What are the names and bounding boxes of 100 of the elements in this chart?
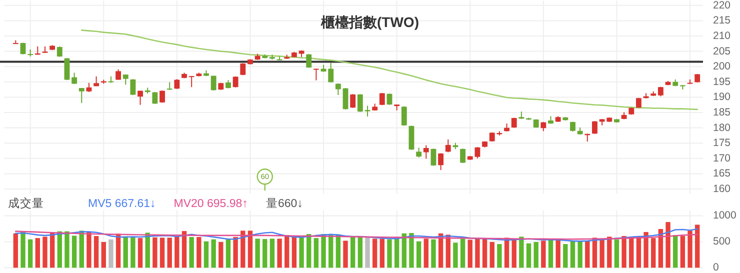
bar	[365, 236, 370, 268]
bar	[570, 241, 576, 268]
y-tick-label: 220	[713, 0, 731, 12]
bar	[233, 237, 238, 268]
candlestick	[416, 147, 422, 158]
bar	[306, 234, 312, 268]
bar	[578, 241, 582, 268]
y-tick-label: 1000	[713, 210, 737, 222]
bar	[255, 238, 260, 268]
candlestick	[64, 58, 70, 81]
bar	[556, 240, 560, 268]
candlestick	[276, 56, 282, 60]
bar	[108, 239, 114, 268]
chart-title: 成交量	[8, 196, 44, 210]
bar	[468, 240, 472, 268]
bar	[314, 238, 319, 268]
bar	[204, 241, 209, 268]
y-tick-label: 175	[713, 137, 731, 150]
series-label: MV5 667.61↓	[88, 198, 156, 210]
bar	[424, 238, 428, 268]
bar	[680, 236, 686, 268]
bar	[64, 231, 70, 268]
bar	[358, 236, 363, 268]
bar	[614, 239, 620, 268]
bar	[248, 230, 253, 268]
candlestick	[350, 94, 356, 108]
bar	[196, 237, 202, 268]
bar	[94, 236, 99, 268]
bar	[497, 244, 502, 268]
bar	[262, 239, 268, 268]
candlestick	[592, 120, 598, 134]
bar	[101, 242, 106, 268]
y-tick-label: 195	[713, 76, 731, 88]
bar	[218, 242, 224, 268]
bar	[460, 238, 466, 268]
bar	[519, 236, 524, 268]
text: 量660↓	[266, 197, 303, 210]
bar	[387, 239, 392, 268]
candlestick	[306, 54, 312, 68]
y-tick-label: 165	[713, 168, 731, 180]
bar	[174, 236, 180, 268]
y-tick-label: 0	[713, 262, 719, 273]
candlestick	[72, 72, 78, 85]
bar	[644, 232, 648, 268]
y-tick-label: 170	[713, 152, 731, 164]
bar	[475, 238, 480, 268]
candlestick	[460, 148, 466, 164]
bar	[226, 239, 231, 268]
bar	[694, 224, 700, 268]
bar	[666, 222, 670, 268]
candlestick	[313, 68, 319, 81]
candlestick	[152, 91, 158, 104]
bar	[563, 244, 568, 268]
candlestick	[138, 90, 143, 106]
y-tick-label: 185	[713, 106, 731, 118]
bar	[328, 235, 334, 268]
bar	[431, 239, 436, 268]
candlestick	[122, 74, 128, 86]
y-tick-label: 180	[713, 122, 731, 134]
bar	[292, 236, 297, 268]
candlestick	[540, 121, 546, 132]
bar	[343, 240, 348, 268]
line-series	[80, 30, 698, 110]
bar	[13, 233, 18, 268]
bar	[651, 238, 656, 268]
candlestick	[86, 82, 92, 92]
candlestick	[423, 144, 429, 160]
candlestick	[56, 46, 62, 58]
bar	[35, 238, 40, 268]
candlestick	[130, 78, 136, 96]
bar	[299, 236, 304, 268]
bar	[585, 240, 590, 268]
y-tick-label: 500	[713, 236, 731, 248]
bar	[321, 234, 326, 268]
candlestick	[342, 88, 348, 110]
bar	[394, 238, 400, 268]
bar	[372, 238, 378, 268]
candlestick	[408, 125, 414, 150]
bar	[189, 237, 194, 268]
candlestick	[357, 94, 363, 112]
candlestick	[386, 93, 392, 106]
bar	[482, 238, 488, 268]
bar	[409, 233, 414, 268]
bar	[402, 233, 406, 268]
bar	[50, 232, 55, 268]
candlestick	[78, 88, 84, 104]
bar	[534, 242, 538, 268]
candlestick	[430, 148, 436, 166]
bar	[446, 234, 450, 268]
bar	[86, 232, 92, 268]
bar	[123, 236, 128, 268]
candlestick	[570, 121, 576, 132]
y-tick-label: 215	[713, 14, 731, 27]
bar	[28, 239, 33, 268]
bar	[600, 239, 604, 268]
bar	[526, 243, 532, 268]
y-tick-label: 190	[713, 91, 731, 104]
candlestick	[364, 105, 370, 117]
bar	[152, 237, 158, 268]
bar	[453, 242, 458, 268]
